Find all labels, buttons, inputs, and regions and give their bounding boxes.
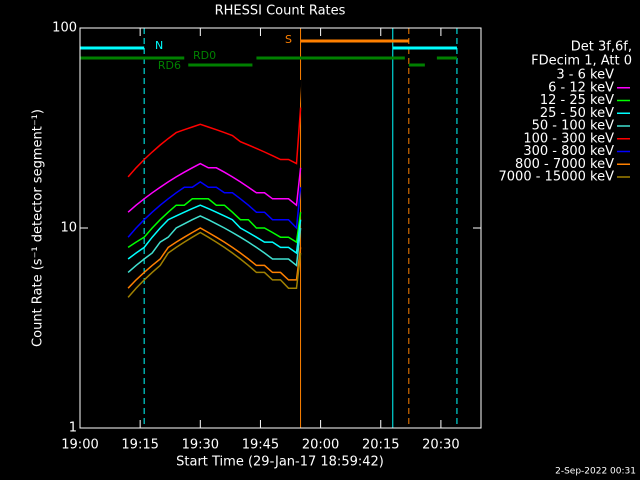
y-tick-label: 10: [60, 221, 77, 236]
series-line: [127, 215, 302, 273]
y-tick-label: 100: [52, 21, 77, 36]
x-tick-label: 19:30: [182, 438, 219, 453]
series-line: [127, 181, 302, 238]
series-line: [127, 198, 302, 249]
legend-label: 6 - 12 keV: [548, 80, 614, 95]
x-tick-label: 19:45: [242, 438, 279, 453]
legend-label: 800 - 7000 keV: [515, 157, 614, 172]
x-axis-label: Start Time (29-Jan-17 18:59:42): [176, 455, 384, 470]
series-line: [127, 79, 302, 165]
series-line: [127, 231, 302, 298]
legend-label: 300 - 800 keV: [523, 144, 614, 159]
legend-label: 100 - 300 keV: [523, 131, 614, 146]
x-tick-label: 19:00: [61, 438, 98, 453]
legend-label: 7000 - 15000 keV: [499, 170, 615, 185]
state-label: RD6: [158, 59, 181, 72]
legend-header: Det 3f,6f,: [571, 40, 632, 55]
chart-title: RHESSI Count Rates: [215, 4, 346, 19]
series-line: [127, 107, 302, 178]
legend-header: FDecim 1, Att 0: [531, 54, 632, 69]
series-line: [127, 204, 302, 260]
state-label: S: [285, 33, 292, 46]
state-label: RD0: [193, 49, 216, 62]
state-label: N: [155, 39, 163, 52]
footer: 2-Sep-2022 00:31: [555, 467, 636, 477]
legend-label: 12 - 25 keV: [540, 93, 614, 108]
legend-label: 3 - 6 keV: [556, 68, 614, 83]
series-line: [127, 162, 302, 213]
x-tick-label: 20:30: [422, 438, 459, 453]
series-line: [127, 227, 302, 289]
legend-label: 25 - 50 keV: [540, 106, 614, 121]
y-axis-label: Count Rate (s⁻¹ detector segment⁻¹): [31, 109, 46, 347]
y-tick-label: 1: [69, 421, 77, 436]
legend-label: 50 - 100 keV: [532, 119, 615, 134]
x-tick-label: 20:15: [362, 438, 399, 453]
x-tick-label: 19:15: [121, 438, 158, 453]
x-tick-label: 20:00: [302, 438, 339, 453]
